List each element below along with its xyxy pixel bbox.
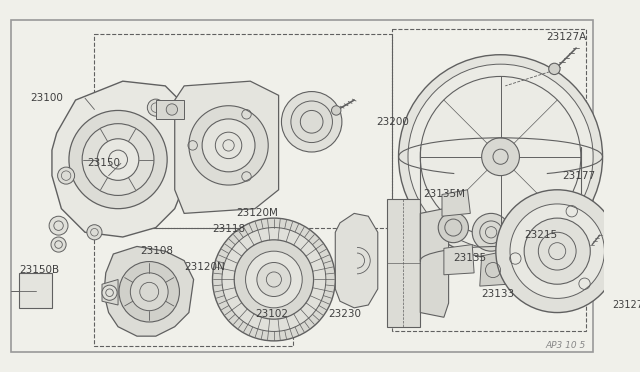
Polygon shape (387, 199, 420, 327)
Circle shape (408, 64, 593, 249)
Circle shape (189, 106, 268, 185)
Circle shape (246, 251, 302, 308)
Text: 23100: 23100 (30, 93, 63, 103)
Text: 23120N: 23120N (184, 262, 225, 272)
Polygon shape (52, 81, 184, 237)
Circle shape (102, 285, 117, 300)
Text: 23135: 23135 (453, 253, 486, 263)
Polygon shape (156, 100, 184, 119)
Circle shape (291, 101, 332, 142)
Circle shape (119, 262, 179, 322)
Polygon shape (444, 244, 474, 275)
Circle shape (58, 167, 75, 184)
Circle shape (548, 63, 560, 74)
Circle shape (82, 124, 154, 195)
Circle shape (510, 204, 604, 298)
Circle shape (472, 214, 510, 251)
Text: 23200: 23200 (376, 117, 409, 127)
Circle shape (282, 92, 342, 152)
Polygon shape (102, 279, 118, 305)
Text: 23133: 23133 (482, 289, 515, 299)
Circle shape (482, 138, 520, 176)
Circle shape (87, 225, 102, 240)
Circle shape (97, 139, 139, 180)
Circle shape (212, 218, 335, 341)
Text: 23127: 23127 (612, 300, 640, 310)
Polygon shape (175, 81, 278, 214)
Text: 23215: 23215 (524, 230, 557, 240)
Text: 23118: 23118 (212, 224, 246, 234)
Text: 23150B: 23150B (19, 265, 59, 275)
Circle shape (257, 263, 291, 296)
Polygon shape (335, 214, 378, 308)
Polygon shape (104, 246, 194, 336)
Polygon shape (480, 251, 508, 286)
Text: 23230: 23230 (329, 310, 362, 320)
Circle shape (147, 99, 164, 116)
Circle shape (399, 55, 602, 259)
Polygon shape (19, 273, 52, 308)
Circle shape (202, 119, 255, 172)
Text: AP3 10 5: AP3 10 5 (545, 341, 586, 350)
Polygon shape (442, 190, 470, 216)
Text: 23108: 23108 (140, 246, 173, 256)
Polygon shape (420, 209, 449, 317)
Polygon shape (12, 20, 593, 352)
Text: 23102: 23102 (255, 310, 288, 320)
Circle shape (524, 218, 590, 284)
Circle shape (51, 237, 66, 252)
Circle shape (332, 106, 341, 115)
Text: 23127A: 23127A (546, 32, 586, 42)
Circle shape (496, 190, 619, 312)
Circle shape (234, 240, 314, 319)
Text: 23177: 23177 (562, 171, 595, 181)
Circle shape (69, 110, 167, 209)
Circle shape (222, 228, 326, 331)
Circle shape (438, 212, 468, 243)
Text: 23150: 23150 (87, 158, 120, 169)
Text: 23120M: 23120M (236, 208, 278, 218)
Circle shape (166, 104, 177, 115)
Circle shape (49, 216, 68, 235)
Circle shape (131, 273, 168, 311)
Text: 23135M: 23135M (423, 189, 465, 199)
